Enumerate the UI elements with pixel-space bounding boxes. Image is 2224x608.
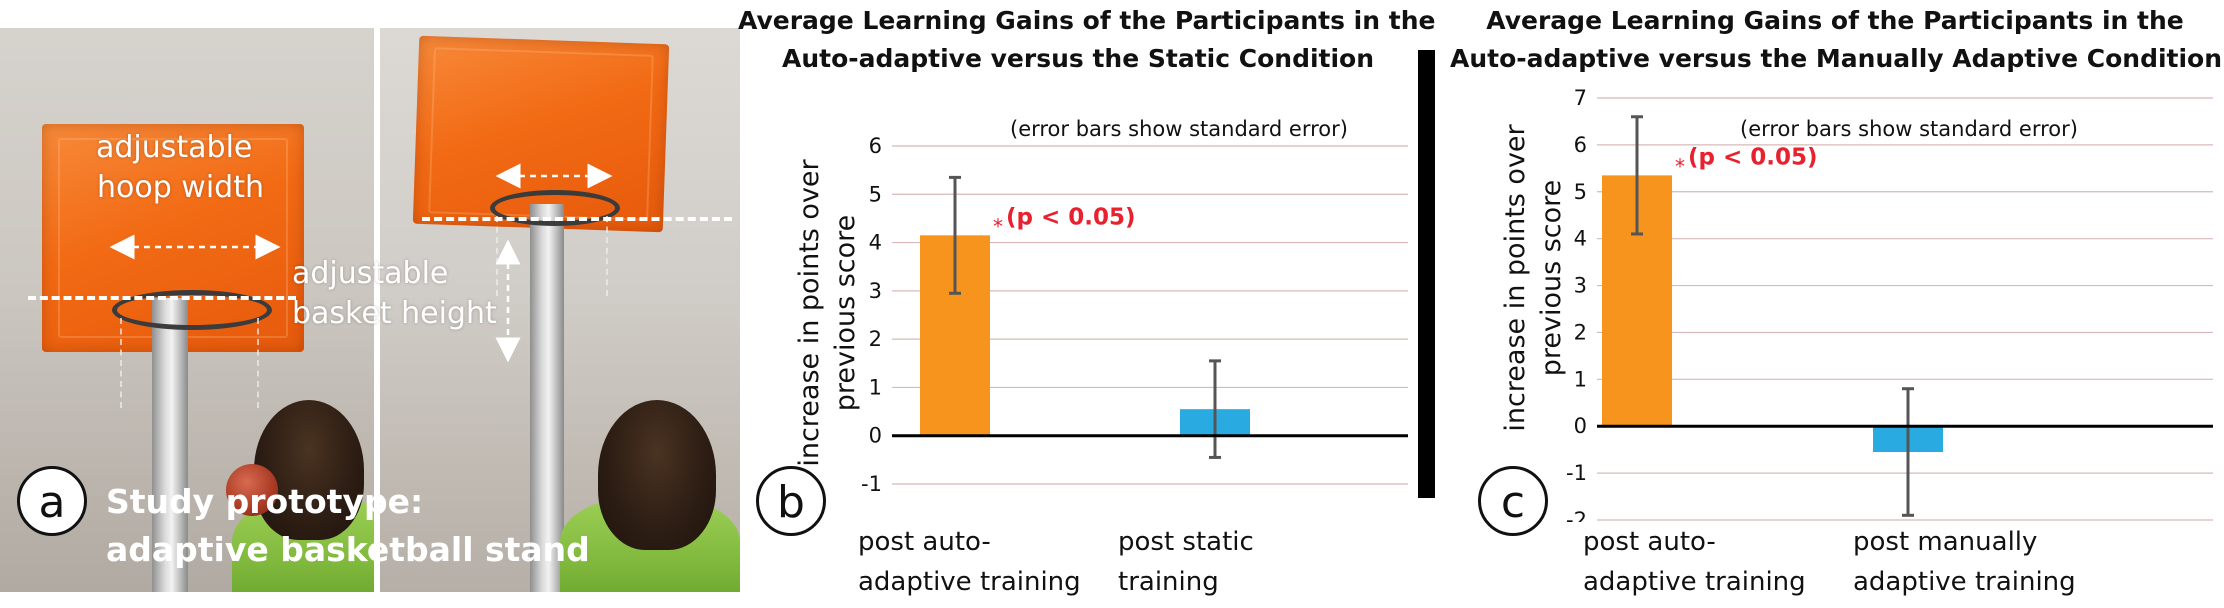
hoop-net bbox=[120, 318, 259, 408]
basketball bbox=[226, 464, 278, 516]
category-line: adaptive training bbox=[1853, 567, 2076, 597]
y-tick-label: -1 bbox=[1566, 461, 1587, 485]
chart-b-ylabel-line1: increase in points over bbox=[794, 159, 825, 467]
y-tick-label: 0 bbox=[869, 424, 882, 448]
significance-star: * bbox=[1675, 154, 1685, 178]
chart-b-title-line2: Auto-adaptive versus the Static Conditio… bbox=[781, 44, 1375, 73]
panel-letter-b: b bbox=[756, 466, 826, 536]
category-line: adaptive training bbox=[858, 567, 1081, 597]
error-bar-note: (error bars show standard error) bbox=[1740, 117, 2078, 141]
category-line: post manually bbox=[1853, 527, 2038, 557]
chart-c-title-line2: Auto-adaptive versus the Manually Adapti… bbox=[1450, 44, 2223, 73]
y-tick-label: -1 bbox=[861, 472, 882, 496]
chart-b-title-line1: Average Learning Gains of the Participan… bbox=[738, 6, 1436, 35]
hoop-width-label-line1: adjustable bbox=[96, 130, 253, 165]
hoop-rim bbox=[112, 290, 272, 330]
significance-label: (p < 0.05) bbox=[1006, 204, 1136, 230]
basket-height-label-line1: adjustable bbox=[292, 256, 449, 291]
chart-b-plot: -1 0 1 2 3 4 5 6 (error bars show standard error… bbox=[861, 117, 1408, 496]
chart-c-x-category-2: post manually adaptive training bbox=[1853, 522, 2076, 602]
y-tick-label: 2 bbox=[1574, 320, 1587, 344]
significance-star: * bbox=[993, 214, 1003, 238]
chart-b-title: Average Learning Gains of the Participan… bbox=[738, 2, 1436, 78]
error-bar-note: (error bars show standard error) bbox=[1010, 117, 1348, 141]
category-line: adaptive training bbox=[1583, 567, 1806, 597]
height-marker-line bbox=[28, 296, 296, 300]
y-tick-label: 5 bbox=[1574, 180, 1587, 204]
y-tick-label: 6 bbox=[1574, 133, 1587, 157]
hoop-width-label-line2: hoop width bbox=[97, 170, 264, 205]
photo-separator bbox=[374, 28, 380, 592]
category-line: post auto- bbox=[858, 527, 991, 557]
caption-line1: Study prototype: bbox=[106, 482, 424, 521]
y-tick-label: 1 bbox=[1574, 367, 1587, 391]
child-hair bbox=[598, 400, 716, 550]
height-marker-line bbox=[422, 217, 732, 221]
category-line: post static bbox=[1118, 527, 1254, 557]
y-tick-label: 3 bbox=[869, 279, 882, 303]
chart-c-plot: -2 -1 0 1 2 3 4 5 6 7 (error bars show standard er… bbox=[1566, 86, 2213, 522]
chart-c-x-category-1: post auto- adaptive training bbox=[1583, 522, 1806, 602]
y-tick-label: 7 bbox=[1574, 86, 1587, 110]
chart-b-x-category-2: post static training bbox=[1118, 522, 1254, 602]
caption-line2: adaptive basketball stand bbox=[106, 530, 590, 569]
basket-height-label: adjustable basket height bbox=[292, 254, 497, 334]
photo-right-view bbox=[380, 28, 740, 592]
basket-height-label-line2: basket height bbox=[292, 296, 497, 331]
y-tick-label: 2 bbox=[869, 327, 882, 351]
panel-letter-c: c bbox=[1478, 466, 1548, 536]
y-tick-label: 3 bbox=[1574, 274, 1587, 298]
child-hair bbox=[254, 400, 364, 540]
annotation-arrows bbox=[109, 163, 613, 363]
y-tick-label: 0 bbox=[1574, 414, 1587, 438]
pole bbox=[152, 298, 188, 592]
y-tick-label: -2 bbox=[1566, 508, 1587, 522]
category-line: training bbox=[1118, 567, 1219, 597]
significance-label: (p < 0.05) bbox=[1688, 144, 1818, 170]
chart-c-title-line1: Average Learning Gains of the Participan… bbox=[1486, 6, 2184, 35]
pole bbox=[530, 204, 564, 592]
y-tick-label: 4 bbox=[1574, 227, 1587, 251]
y-tick-label: 4 bbox=[869, 231, 882, 255]
hoop-width-label: adjustable hoop width bbox=[96, 128, 264, 208]
chart-c-ylabel-line1: increase in points over bbox=[1500, 124, 1531, 432]
y-tick-label: 5 bbox=[869, 182, 882, 206]
study-prototype-photo: adjustable hoop width adjustable basket … bbox=[0, 28, 740, 592]
category-line: post auto- bbox=[1583, 527, 1716, 557]
chart-b-x-category-1: post auto- adaptive training bbox=[858, 522, 1081, 602]
hoop-rim bbox=[490, 190, 620, 226]
y-tick-label: 6 bbox=[869, 134, 882, 158]
panel-a-caption: Study prototype: adaptive basketball sta… bbox=[106, 478, 590, 574]
y-tick-label: 1 bbox=[869, 375, 882, 399]
chart-c-title: Average Learning Gains of the Participan… bbox=[1450, 2, 2223, 78]
panel-divider bbox=[1418, 50, 1435, 498]
panel-letter-a: a bbox=[17, 466, 87, 536]
